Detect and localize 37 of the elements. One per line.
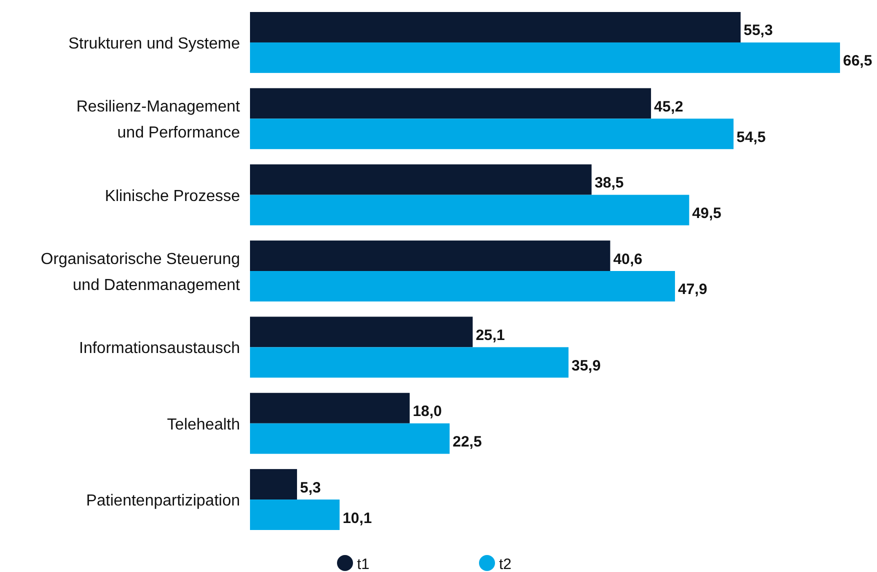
data-label: 66,5 xyxy=(843,52,872,70)
y-tick-label: Resilienz-Management und Performance xyxy=(76,98,241,142)
data-label: 38,5 xyxy=(594,174,624,192)
bar xyxy=(250,194,690,226)
legend-label: t1 xyxy=(357,556,370,572)
legend-label: t2 xyxy=(499,556,512,572)
bar xyxy=(250,469,298,500)
y-tick-label: Informationsaustausch xyxy=(79,340,240,358)
bar xyxy=(250,240,610,271)
data-label: 54,5 xyxy=(736,128,766,146)
y-tick-label: Organisatorische Steuerung und Datenmanagement xyxy=(40,251,241,294)
y-tick-label: Strukturen und Systeme xyxy=(68,35,240,52)
bar xyxy=(250,164,592,195)
bar xyxy=(250,423,450,454)
data-label: 40,6 xyxy=(613,250,642,268)
y-tick-label: Klinische Prozesse xyxy=(104,188,240,205)
bar xyxy=(250,392,410,424)
data-label: 55,3 xyxy=(744,22,773,40)
data-label: 45,2 xyxy=(654,98,684,116)
bar xyxy=(250,347,569,378)
bar xyxy=(250,500,340,530)
data-label: 22,5 xyxy=(452,434,482,451)
data-label: 18,0 xyxy=(412,403,442,420)
y-tick-label: Patientenpartizipation xyxy=(86,492,240,510)
bar xyxy=(250,12,741,42)
bar xyxy=(250,42,840,73)
data-label: 35,9 xyxy=(572,357,601,374)
data-label: 47,9 xyxy=(678,281,708,298)
bar xyxy=(250,118,734,150)
data-label: 25,1 xyxy=(476,326,505,344)
y-tick-label: Telehealth xyxy=(167,416,240,434)
bar xyxy=(250,271,675,302)
bar xyxy=(250,88,652,119)
data-label: 5,3 xyxy=(300,479,321,496)
data-label: 49,5 xyxy=(692,205,722,222)
data-label: 10,1 xyxy=(342,510,372,527)
bar xyxy=(250,316,473,348)
